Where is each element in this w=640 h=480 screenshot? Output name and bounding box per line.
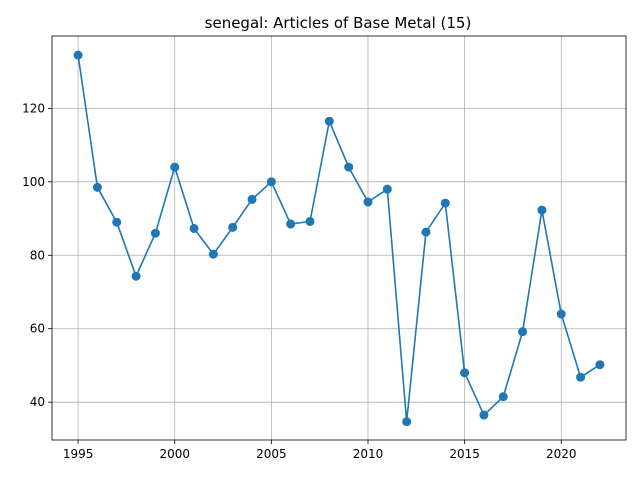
data-point — [324, 116, 334, 126]
data-point — [92, 182, 102, 192]
data-point — [498, 392, 508, 402]
grid — [52, 36, 626, 440]
y-tick-label: 80 — [30, 248, 45, 262]
x-tick-label: 2000 — [159, 447, 190, 461]
data-point — [595, 360, 605, 370]
data-point — [131, 271, 141, 281]
data-point — [208, 249, 218, 259]
x-tick-label: 2005 — [256, 447, 287, 461]
data-point — [266, 177, 276, 187]
series-line — [77, 54, 601, 422]
data-point — [305, 216, 315, 226]
data-point — [247, 194, 257, 204]
data-point — [150, 228, 160, 238]
data-point — [518, 327, 528, 337]
data-point — [363, 197, 373, 207]
data-points — [73, 50, 605, 427]
data-point — [382, 184, 392, 194]
axis-ticks: 1995 2000 2005 2010 2015 2020 40 60 80 100 120 — [22, 101, 576, 461]
data-point — [421, 227, 431, 237]
x-tick-label: 2010 — [353, 447, 384, 461]
y-tick-label: 100 — [22, 175, 45, 189]
data-point — [228, 222, 238, 232]
x-tick-label: 1995 — [63, 447, 94, 461]
x-tick-label: 2015 — [449, 447, 480, 461]
data-point — [170, 162, 180, 172]
data-point — [556, 309, 566, 319]
x-tick-label: 2020 — [546, 447, 577, 461]
data-point — [112, 217, 122, 227]
data-point — [479, 410, 489, 420]
chart-title: senegal: Articles of Base Metal (15) — [205, 14, 472, 32]
data-point — [189, 223, 199, 233]
data-point — [460, 368, 470, 378]
data-point — [537, 205, 547, 215]
y-tick-label: 120 — [22, 101, 45, 115]
data-point — [440, 198, 450, 208]
data-point — [402, 417, 412, 427]
data-point — [344, 162, 354, 172]
data-point — [73, 50, 83, 60]
data-point — [576, 372, 586, 382]
data-point — [286, 219, 296, 229]
y-tick-label: 40 — [30, 395, 45, 409]
plot-frame — [51, 35, 627, 441]
y-tick-label: 60 — [30, 322, 45, 336]
